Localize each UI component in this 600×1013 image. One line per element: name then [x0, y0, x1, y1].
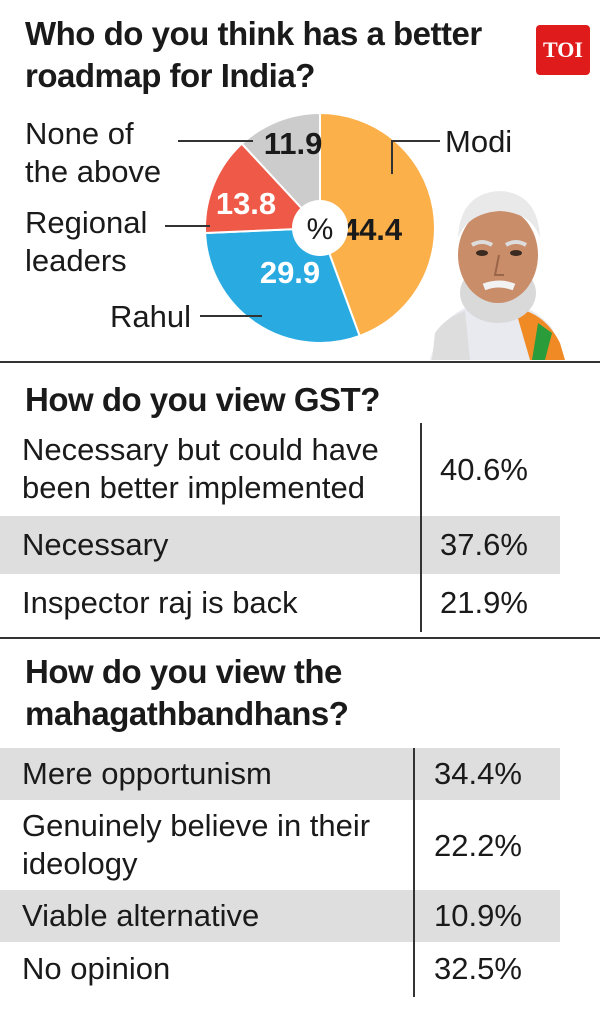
mgb-title-line1: How do you view the — [25, 653, 342, 690]
chart-title: Who do you think has a better — [25, 14, 482, 54]
leader-line-modi — [391, 140, 440, 174]
table-row: Inspector raj is back 21.9% — [0, 574, 560, 632]
table-row: No opinion 32.5% — [0, 942, 560, 997]
mgb-row2-line2: ideology — [22, 846, 138, 881]
pie-center-circle — [292, 200, 348, 256]
gst-row3-value: 21.9% — [440, 585, 528, 620]
pie-slice-modi — [319, 111, 436, 338]
pie-value-modi: 44.4 — [342, 212, 403, 247]
gst-row3-label: Inspector raj is back — [22, 585, 298, 620]
table-row: Mere opportunism 34.4% — [0, 748, 560, 800]
label-rahul: Rahul — [110, 299, 191, 334]
portrait-photo — [430, 191, 565, 360]
mgb-row3-value: 10.9% — [434, 898, 522, 933]
mgb-title-line2: mahagathbandhans? — [25, 695, 349, 732]
table-row: Necessary but could have been better imp… — [0, 423, 560, 516]
gst-row1-value: 40.6% — [440, 452, 528, 487]
divider-2 — [0, 637, 600, 639]
pie-slice-rahul — [204, 226, 361, 344]
gst-title: How do you view GST? — [25, 381, 380, 418]
mgb-row1-label: Mere opportunism — [22, 756, 272, 791]
mgb-row4-value: 32.5% — [434, 951, 522, 986]
pie-value-regional-leaders: 13.8 — [216, 186, 276, 221]
gst-column-divider — [420, 423, 422, 632]
pie-value-none-of-the-above: 11.9 — [264, 126, 323, 161]
divider-1 — [0, 361, 600, 363]
mgb-row4-label: No opinion — [22, 951, 171, 986]
chart-title-line1: Who do you think has a better — [25, 15, 482, 52]
gst-row1-line1: Necessary but could have — [22, 432, 379, 467]
gst-row2-value: 37.6% — [440, 527, 528, 562]
label-modi: Modi — [445, 124, 513, 159]
mgb-row2-line1: Genuinely believe in their — [22, 808, 371, 843]
mgb-column-divider — [413, 748, 415, 997]
table-row: Necessary 37.6% — [0, 516, 560, 574]
mgb-row2-value: 22.2% — [434, 828, 522, 863]
table-row: Viable alternative 10.9% — [0, 890, 560, 942]
label-none-line1: None of — [25, 116, 134, 151]
label-regional-line2: leaders — [25, 243, 127, 278]
pie-slice-regional-leaders — [204, 142, 323, 235]
mgb-row3-label: Viable alternative — [22, 898, 260, 933]
table-row: Genuinely believe in their ideology 22.2… — [0, 800, 560, 890]
pie-value-rahul: 29.9 — [260, 255, 320, 290]
label-none-line2: the above — [25, 154, 162, 189]
pie-center-label: % — [307, 213, 334, 246]
chart-title-line2: roadmap for India? — [25, 57, 315, 94]
pie-chart: 44.4 29.9 13.8 11.9% — [165, 111, 440, 344]
label-regional-line1: Regional — [25, 205, 148, 240]
gst-row1-line2: been better implemented — [22, 470, 365, 505]
toi-logo: TOI — [536, 25, 590, 75]
mgb-row1-value: 34.4% — [434, 756, 522, 791]
gst-row2-label: Necessary — [22, 527, 169, 562]
